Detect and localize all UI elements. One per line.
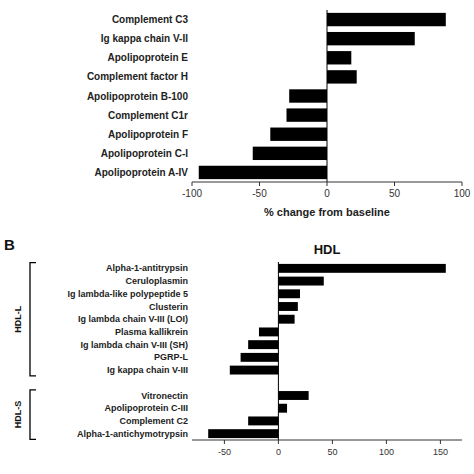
bar: [278, 277, 323, 286]
category-label: PGRP-L: [154, 352, 189, 362]
category-label: Ig lambda chain V-III (LOI): [78, 314, 188, 324]
group-label: HDL-L: [13, 305, 23, 332]
bar: [289, 89, 327, 102]
bars: [199, 13, 446, 179]
zero-line: [327, 10, 328, 182]
category-label: Complement C3: [112, 14, 189, 25]
category-label: Complement C2: [119, 416, 188, 426]
category-label: Apolipoprotein C-I: [101, 148, 188, 159]
category-label: Apolipoprotein C-III: [105, 403, 189, 413]
bar: [248, 340, 278, 349]
bar: [327, 13, 446, 26]
category-label: Ig kappa chain V-II: [101, 33, 188, 44]
x-tick-label: 100: [454, 188, 471, 199]
bar: [278, 264, 445, 273]
x-tick-label: 150: [433, 447, 448, 457]
x-tick: [386, 440, 387, 444]
category-label: Ceruloplasmin: [125, 276, 188, 286]
group-label: HDL-S: [13, 401, 23, 429]
bar: [278, 302, 297, 311]
group-bracket: [30, 263, 36, 376]
bar: [199, 166, 327, 179]
category-label: Complement C1r: [108, 110, 188, 121]
bar: [241, 353, 279, 362]
zero-line: [278, 262, 279, 440]
category-label: Ig lambda-like polypeptide 5: [67, 289, 188, 299]
x-tick-label: 50: [389, 188, 401, 199]
bar: [327, 32, 415, 45]
x-tick: [259, 182, 260, 186]
bar: [230, 366, 279, 375]
x-tick: [332, 440, 333, 444]
x-tick-label: -50: [252, 188, 267, 199]
category-label: Ig kappa chain V-III: [107, 365, 188, 375]
category-label: Ig lambda chain V-III (SH): [80, 340, 188, 350]
x-tick: [224, 440, 225, 444]
bars: [208, 264, 446, 438]
x-tick-label: -100: [182, 188, 202, 199]
x-tick: [440, 440, 441, 444]
title: HDL: [314, 242, 341, 257]
group-bracket: [30, 390, 36, 440]
x-tick: [278, 440, 279, 444]
bar: [259, 327, 278, 336]
bar: [253, 147, 327, 160]
x-tick-label: 0: [276, 447, 281, 457]
panel: -100 -50 0 50 100 Complement C3 Ig kappa chain…: [87, 10, 471, 218]
x-tick-label: 0: [324, 188, 330, 199]
category-label: Apolipoprotein F: [108, 129, 188, 140]
category-label: Complement factor H: [87, 71, 188, 82]
category-label: Alpha-1-antitrypsin: [106, 263, 188, 273]
bar: [278, 404, 287, 413]
category-label: Vitronectin: [141, 391, 188, 401]
bar: [327, 51, 351, 64]
x-tick: [462, 182, 463, 186]
x-tick-label: 50: [327, 447, 337, 457]
bar: [278, 315, 294, 324]
category-label: Plasma kallikrein: [115, 327, 188, 337]
bar: [270, 128, 327, 141]
x-tick: [327, 182, 328, 186]
category-label: Clusterin: [149, 302, 188, 312]
category-label: Apolipoprotein A-IV: [94, 167, 188, 178]
x-axis-label: % change from baseline: [264, 206, 390, 218]
bar: [278, 391, 308, 400]
category-label: Alpha-1-antichymotrypsin: [77, 429, 188, 439]
bar: [208, 429, 278, 438]
bar: [327, 70, 357, 83]
x-tick-label: 100: [379, 447, 394, 457]
chart: -100 -50 0 50 100 Complement C3 Ig kappa chain…: [0, 0, 474, 474]
bar: [248, 416, 278, 425]
bar: [278, 289, 300, 298]
panel: -50 0 50 100 150 Alpha-1-antitrypsin Cerulopla…: [4, 236, 462, 457]
x-tick: [394, 182, 395, 186]
x-axis: [192, 440, 462, 441]
x-tick-label: -50: [218, 447, 231, 457]
x-tick: [192, 182, 193, 186]
category-label: Apolipoprotein B-100: [87, 91, 189, 102]
category-label: Apolipoprotein E: [107, 52, 188, 63]
panel-label: B: [4, 236, 15, 253]
bar: [287, 108, 328, 121]
